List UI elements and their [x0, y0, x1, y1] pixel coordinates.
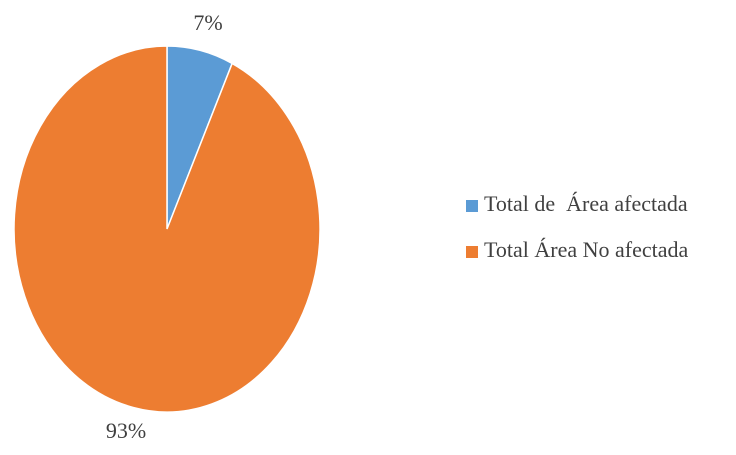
legend-label: Total Área No afectada	[484, 237, 689, 262]
pie-slice	[13, 45, 321, 413]
legend-label: Total de Área afectada	[484, 191, 688, 216]
data-label: 93%	[106, 418, 146, 443]
data-label: 7%	[193, 10, 222, 35]
legend-swatch	[466, 200, 478, 212]
legend-swatch	[466, 246, 478, 258]
